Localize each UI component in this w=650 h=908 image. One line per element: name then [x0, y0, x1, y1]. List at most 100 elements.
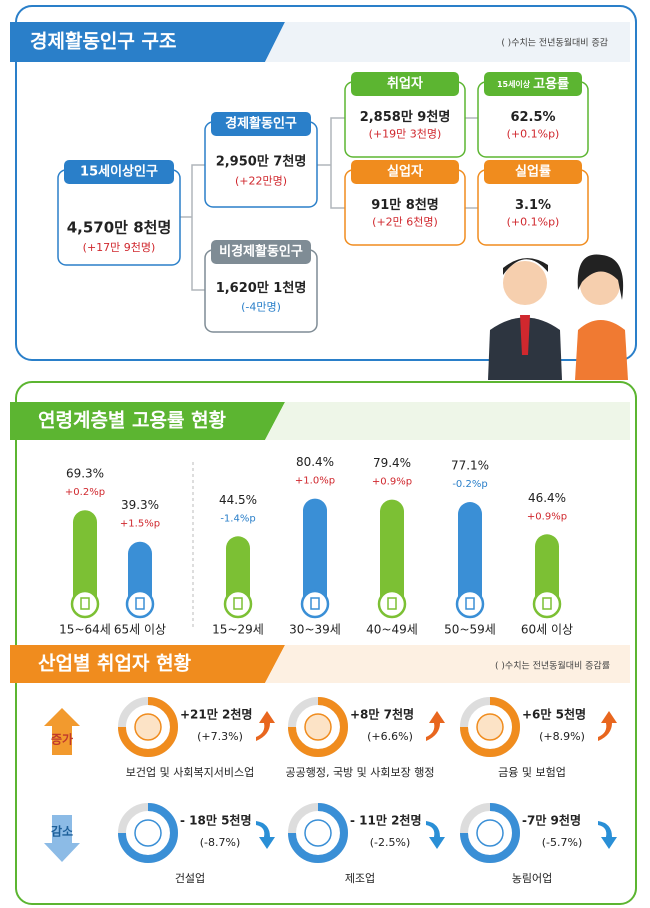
industry-icon: [304, 819, 332, 847]
trend-arrow: [598, 821, 617, 849]
node-label: 15세이상인구: [80, 164, 158, 180]
bar-icon: [125, 589, 155, 619]
section2-banner-tail: [265, 402, 630, 440]
ring-arc: [288, 697, 348, 757]
bar-icon-doc: [387, 597, 397, 610]
bar-value-label: 77.1%: [451, 459, 489, 473]
decrease-arrow: [44, 815, 80, 862]
node-label: 비경제활동인구: [219, 244, 303, 260]
industry-change: - 11만 2천명: [350, 813, 422, 828]
bar-category: 60세 이상: [521, 623, 573, 637]
node-value: 1,620만 1천명: [216, 280, 307, 296]
node-label: 실업자: [387, 164, 423, 180]
industry-rate: (+8.9%): [539, 730, 585, 743]
bar-icon: [70, 589, 100, 619]
increase-arrow: [44, 708, 80, 755]
node-label-main: 고용률: [533, 76, 569, 92]
bar-icon: [532, 589, 562, 619]
node-change: (+17만 9천명): [83, 240, 156, 254]
industry-icon: [134, 819, 162, 847]
bar-icon-doc: [542, 597, 552, 610]
connectors: [180, 117, 478, 291]
industry-name: 제조업: [345, 872, 375, 885]
bar-icon: [300, 589, 330, 619]
bar-icon-doc: [135, 597, 145, 610]
node-change: (+22만명): [235, 175, 287, 188]
industry-change: +6만 5천명: [522, 707, 586, 722]
node-value: 2,950만 7천명: [216, 153, 307, 169]
bar-category: 15~64세: [59, 623, 111, 637]
node-value: 3.1%: [515, 198, 551, 213]
section3-note: ( )수치는 전년동월대비 증감률: [495, 660, 610, 672]
bar-change: +0.2%p: [65, 487, 105, 498]
node-header: [484, 160, 582, 184]
bar-value-label: 79.4%: [373, 456, 411, 470]
trend-arrow: [426, 711, 445, 741]
section2-banner: [10, 402, 285, 440]
bar: [380, 499, 404, 612]
bar-category: 30~39세: [289, 623, 341, 637]
industry-name: 건설업: [175, 872, 205, 885]
bar-category: 50~59세: [444, 623, 496, 637]
industry-change: +8만 7천명: [350, 707, 414, 722]
section1-banner-tail: [265, 22, 630, 62]
bar-category: 40~49세: [366, 623, 418, 637]
decrease-label: 감소: [51, 824, 73, 839]
bar-icon: [377, 589, 407, 619]
industry-name: 보건업 및 사회복지서비스업: [126, 766, 254, 779]
bar-icon-doc: [233, 597, 243, 610]
bar-icon: [223, 589, 253, 619]
section1-title: 경제활동인구 구조: [30, 31, 176, 53]
node-label: 실업률: [515, 164, 551, 180]
increase-label: 증가: [51, 732, 73, 747]
bar: [303, 498, 327, 612]
industry-name: 농림어업: [512, 872, 552, 885]
industry-rate: (+6.6%): [367, 730, 413, 743]
industry-name: 공공행정, 국방 및 사회보장 행정: [285, 766, 434, 779]
node-value: 2,858만 9천명: [360, 109, 451, 125]
industry-rate: (+7.3%): [197, 730, 243, 743]
node-header: [211, 112, 311, 136]
section3-banner: [10, 645, 285, 683]
bar-change: +0.9%p: [372, 477, 412, 488]
industry-rate: (-8.7%): [200, 836, 241, 849]
node-change: (+0.1%p): [507, 128, 560, 141]
node-change: (+19만 3천명): [369, 127, 442, 141]
section2-title: 연령계층별 고용률 현황: [38, 409, 227, 432]
bar: [458, 502, 482, 612]
bar-category: 15~29세: [212, 623, 264, 637]
bar-icon: [455, 589, 485, 619]
bar-change: +1.0%p: [295, 476, 335, 487]
section1-banner: [10, 22, 285, 62]
bar-category: 65세 이상: [114, 623, 166, 637]
node-label-prefix: 15세이상: [497, 79, 531, 89]
industry-rate: (-2.5%): [370, 836, 411, 849]
ring-arc: [288, 803, 348, 863]
ring-arc: [118, 697, 178, 757]
node-header: [351, 72, 459, 96]
bar-value-label: 69.3%: [66, 467, 104, 481]
bar-value-label: 80.4%: [296, 455, 334, 469]
section1-note: ( )수치는 전년동월대비 증감: [501, 37, 608, 49]
bar-value-label: 39.3%: [121, 498, 159, 512]
node-header: [211, 240, 311, 264]
ring-arc: [460, 803, 520, 863]
bar-value-label: 44.5%: [219, 493, 257, 507]
bar-change: -1.4%p: [220, 513, 255, 524]
node-header: [484, 72, 582, 96]
industry-icon: [476, 819, 504, 847]
node-label: 15세이상 고용률: [497, 76, 569, 92]
industry-icon: [476, 713, 504, 741]
node-label: 취업자: [387, 76, 423, 92]
node-header: [64, 160, 174, 184]
bar: [73, 510, 97, 612]
node-value: 4,570만 8천명: [67, 219, 172, 237]
trend-arrow: [256, 711, 275, 741]
illustration: [488, 254, 628, 380]
ring-arc: [460, 697, 520, 757]
node-change: (+0.1%p): [507, 216, 560, 229]
ring-arc: [118, 803, 178, 863]
industry-change: +21만 2천명: [180, 707, 252, 722]
trend-arrow: [426, 821, 445, 849]
